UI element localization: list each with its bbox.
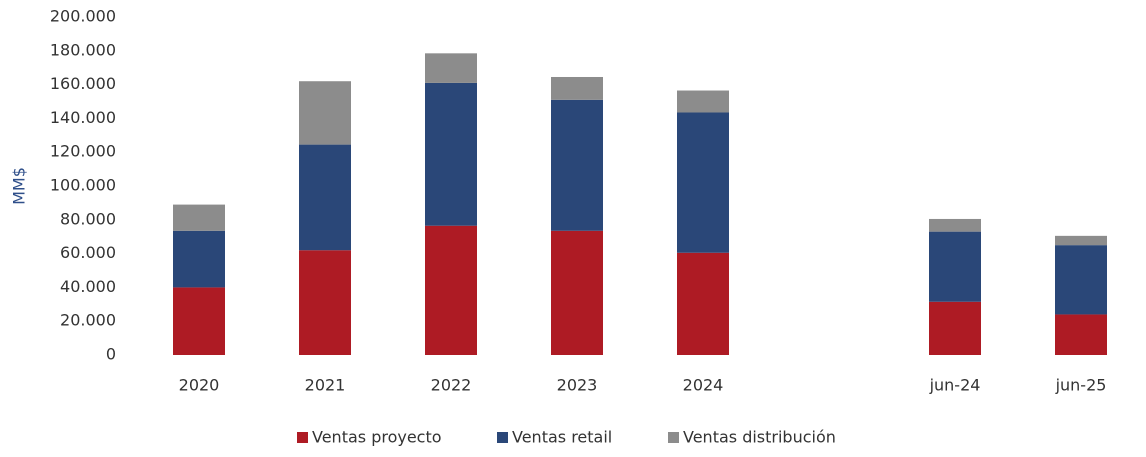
bar-segment (551, 76, 603, 100)
x-tick-label: jun-24 (929, 376, 981, 395)
bar-segment (677, 252, 729, 355)
legend-label: Ventas proyecto (312, 428, 442, 447)
bar-segment (173, 230, 225, 288)
legend-label: Ventas distribución (683, 428, 836, 447)
bar-segment (299, 81, 351, 145)
y-axis-label: MM$ (10, 167, 29, 205)
bar-segment (173, 204, 225, 231)
bar-segment (425, 82, 477, 226)
y-tick-label: 200.000 (50, 7, 116, 26)
bar-segment (1055, 245, 1107, 315)
x-tick-label: 2024 (683, 376, 724, 395)
y-tick-label: 140.000 (50, 108, 116, 127)
legend-swatch (297, 432, 308, 443)
bar-segment (551, 99, 603, 231)
bar-segment (1055, 235, 1107, 246)
bar-segment (1055, 314, 1107, 355)
x-tick-label: 2022 (431, 376, 472, 395)
bar-segment (929, 218, 981, 232)
y-tick-label: 120.000 (50, 142, 116, 161)
x-tick-label: 2023 (557, 376, 598, 395)
bar-segment (929, 301, 981, 355)
bar-segment (425, 225, 477, 355)
x-tick-label: 2021 (305, 376, 346, 395)
y-tick-label: 0 (106, 345, 116, 364)
bar-segment (677, 112, 729, 253)
bar-segment (929, 231, 981, 302)
y-tick-label: 100.000 (50, 176, 116, 195)
y-tick-label: 80.000 (60, 209, 116, 228)
legend-swatch (497, 432, 508, 443)
x-tick-label: 2020 (179, 376, 220, 395)
bar-segment (299, 250, 351, 355)
bar-segment (551, 230, 603, 355)
bar-segment (425, 53, 477, 83)
y-tick-label: 60.000 (60, 243, 116, 262)
y-tick-label: 40.000 (60, 277, 116, 296)
y-tick-label: 180.000 (50, 40, 116, 59)
y-tick-label: 20.000 (60, 311, 116, 330)
legend-label: Ventas retail (512, 428, 612, 447)
bar-segment (299, 144, 351, 251)
legend-swatch (668, 432, 679, 443)
x-tick-label: jun-25 (1055, 376, 1107, 395)
bar-segment (173, 287, 225, 355)
bar-segment (677, 90, 729, 113)
y-tick-label: 160.000 (50, 74, 116, 93)
